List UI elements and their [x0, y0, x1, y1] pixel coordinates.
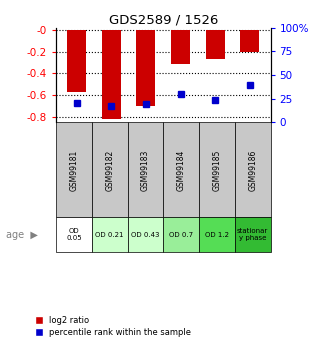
FancyBboxPatch shape: [128, 217, 163, 252]
Text: GSM99184: GSM99184: [177, 149, 186, 190]
FancyBboxPatch shape: [163, 122, 199, 217]
Bar: [67, 30, 86, 92]
Legend: log2 ratio, percentile rank within the sample: log2 ratio, percentile rank within the s…: [35, 315, 192, 337]
FancyBboxPatch shape: [163, 217, 199, 252]
Text: GSM99186: GSM99186: [248, 149, 257, 190]
FancyBboxPatch shape: [199, 122, 235, 217]
Text: age  ▶: age ▶: [6, 230, 38, 239]
FancyBboxPatch shape: [128, 122, 163, 217]
Text: OD 0.7: OD 0.7: [169, 231, 193, 238]
FancyBboxPatch shape: [56, 217, 92, 252]
Text: OD 1.2: OD 1.2: [205, 231, 229, 238]
FancyBboxPatch shape: [92, 217, 128, 252]
FancyBboxPatch shape: [56, 122, 92, 217]
FancyBboxPatch shape: [235, 122, 271, 217]
Text: OD 0.43: OD 0.43: [131, 231, 160, 238]
Text: GSM99181: GSM99181: [69, 149, 78, 190]
Bar: [171, 30, 190, 63]
Bar: [206, 30, 225, 59]
Text: stationar
y phase: stationar y phase: [237, 228, 268, 241]
Bar: [102, 30, 121, 119]
Text: GSM99185: GSM99185: [212, 149, 221, 190]
Text: GSM99183: GSM99183: [141, 149, 150, 190]
Text: OD 0.21: OD 0.21: [95, 231, 124, 238]
FancyBboxPatch shape: [92, 122, 128, 217]
Bar: [240, 30, 259, 52]
FancyBboxPatch shape: [235, 217, 271, 252]
Text: OD
0.05: OD 0.05: [66, 228, 82, 241]
Bar: [137, 30, 156, 106]
FancyBboxPatch shape: [199, 217, 235, 252]
Text: GSM99182: GSM99182: [105, 149, 114, 190]
Title: GDS2589 / 1526: GDS2589 / 1526: [109, 13, 218, 27]
